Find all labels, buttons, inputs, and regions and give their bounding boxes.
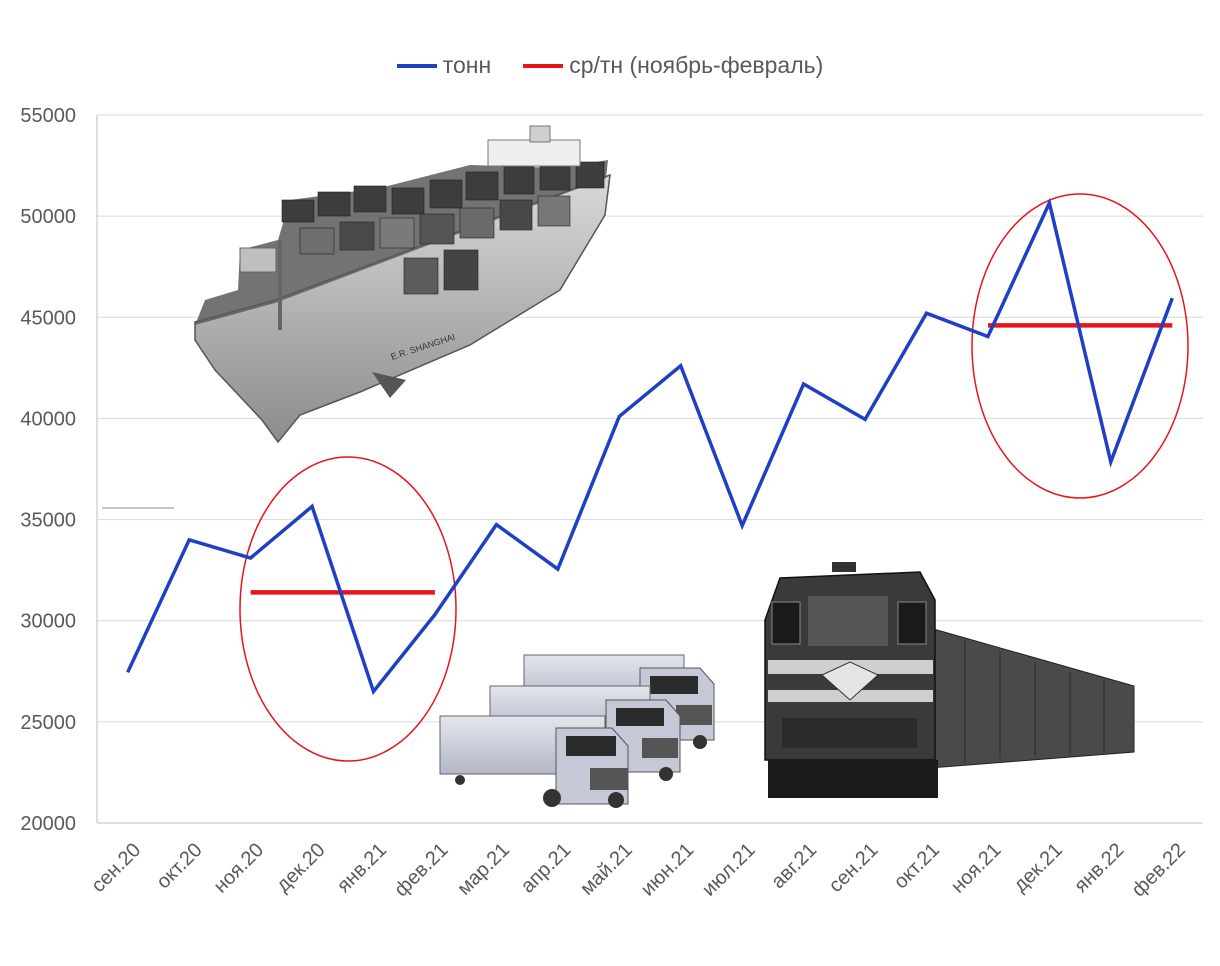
legend-swatch-red: [523, 63, 564, 68]
x-tick-label: фев.21: [390, 839, 452, 901]
series-line-tonn: [126, 197, 1174, 696]
y-tick-label: 50000: [20, 206, 76, 228]
y-tick-label: 30000: [20, 611, 76, 633]
x-tick-label: окт.20: [152, 839, 206, 893]
legend-label-average: ср/тн (ноябрь-февраль): [569, 52, 824, 78]
legend-item-tonn: тонн: [396, 52, 492, 79]
x-tick-label: янв.21: [333, 839, 391, 897]
x-tick-label: июл.21: [698, 839, 760, 901]
x-tick-label: сен.20: [87, 839, 145, 897]
x-tick-label: фев.22: [1128, 839, 1190, 901]
y-axis: 20000 25000 30000 35000 40000 45000 50000 55000: [20, 105, 98, 835]
y-tick-label: 35000: [20, 510, 76, 532]
locomotive-train-icon: [764, 562, 1135, 798]
y-tick-label: 45000: [20, 307, 76, 329]
y-tick-label: 20000: [20, 813, 76, 835]
y-tick-label: 25000: [20, 712, 76, 734]
chart-legend: тонн ср/тн (ноябрь-февраль): [0, 52, 1220, 79]
y-tick-label: 40000: [20, 408, 76, 430]
x-tick-label: дек.21: [1009, 839, 1067, 897]
x-tick-label: мар.21: [453, 839, 514, 900]
x-tick-label: ноя.21: [947, 839, 1006, 898]
legend-item-average: ср/тн (ноябрь-февраль): [523, 52, 823, 79]
x-tick-label: янв.22: [1070, 839, 1128, 897]
x-axis: сен.20 окт.20 ноя.20 дек.20 янв.21 фев.21 мар.…: [87, 822, 1203, 901]
x-tick-label: окт.21: [890, 839, 944, 893]
highlight-ellipse-right: [971, 193, 1189, 499]
x-tick-label: ноя.20: [210, 839, 269, 898]
highlight-ellipse-left: [239, 456, 457, 762]
container-ship-icon: E.R. SHANGHAI: [194, 125, 611, 444]
x-tick-label: дек.20: [272, 839, 330, 897]
x-tick-label: авг.21: [767, 839, 821, 893]
trucks-icon: [439, 654, 715, 808]
legend-swatch-blue: [396, 63, 437, 68]
x-tick-label: апр.21: [517, 839, 576, 898]
x-tick-label: сен.21: [825, 839, 883, 897]
x-tick-label: июн.21: [637, 839, 699, 901]
y-tick-label: 55000: [20, 105, 76, 127]
x-tick-label: май.21: [576, 839, 637, 900]
legend-label-tonn: тонн: [442, 52, 492, 78]
